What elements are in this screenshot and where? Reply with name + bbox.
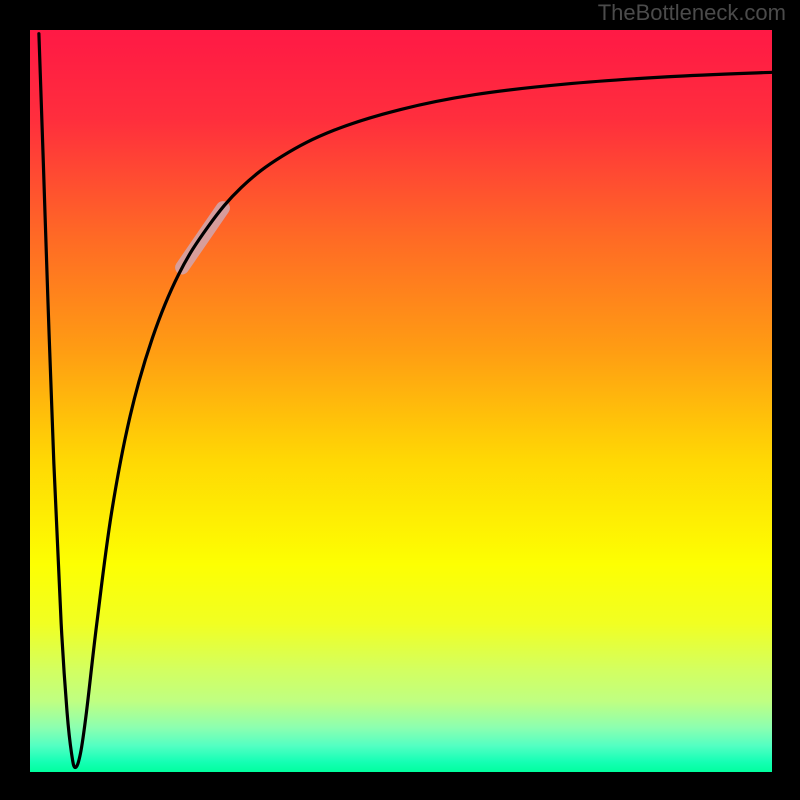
figure-container: TheBottleneck.com: [0, 0, 800, 800]
watermark-text: TheBottleneck.com: [598, 0, 786, 26]
chart-canvas: [0, 0, 800, 800]
plot-background: [30, 30, 772, 772]
